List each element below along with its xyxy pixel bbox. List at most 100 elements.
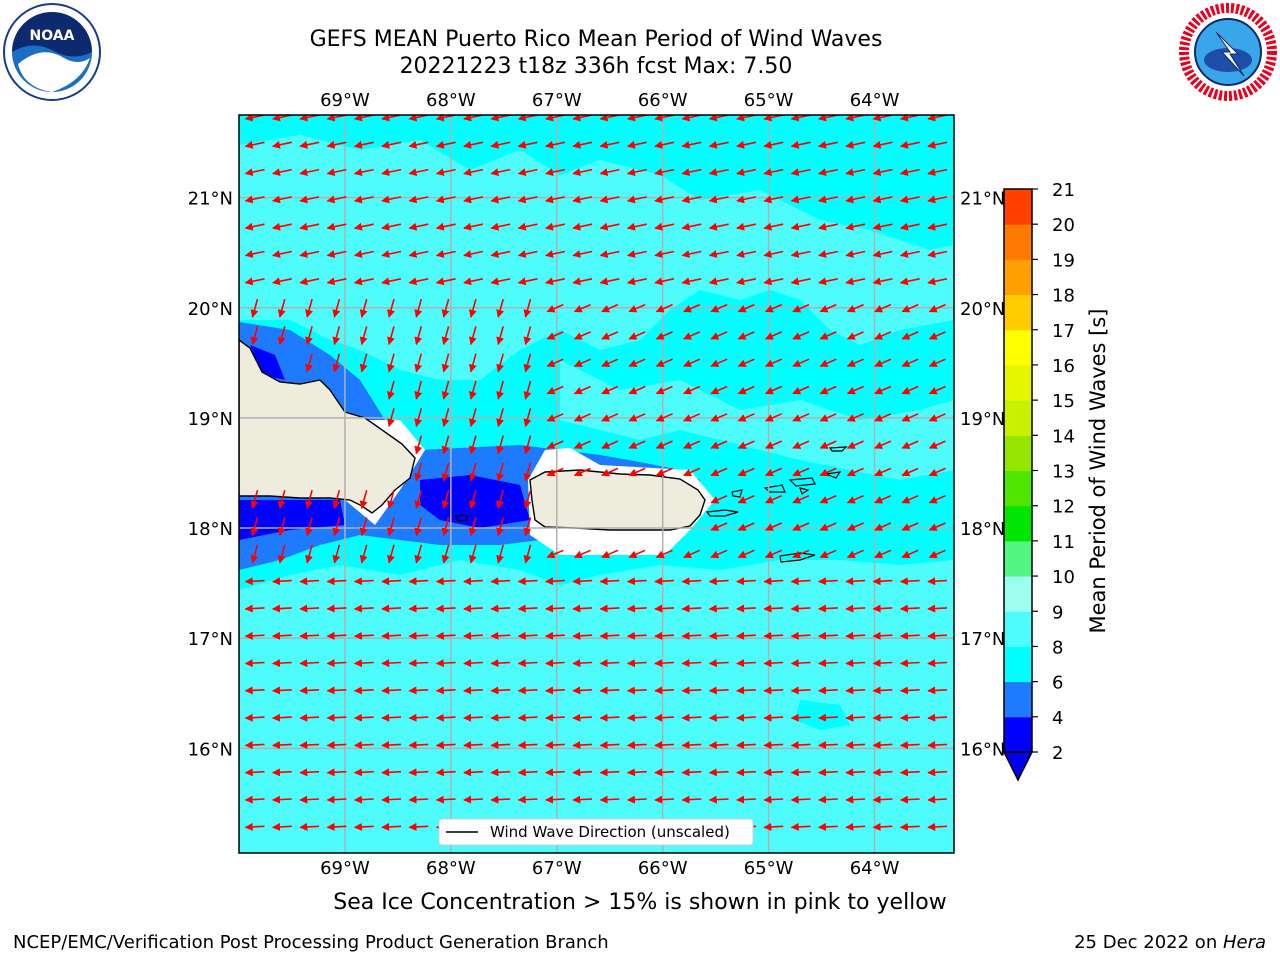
wind-wave-arrow [790,631,811,640]
wind-wave-arrow [441,489,450,509]
wind-wave-arrow [927,250,948,258]
map-plot-area [239,115,954,853]
wind-wave-arrow [299,168,320,177]
wind-wave-arrow [599,604,620,613]
wind-wave-arrow [763,741,784,750]
wind-wave-arrow [408,577,429,586]
wind-wave-arrow [683,385,701,395]
wind-wave-arrow [381,577,402,586]
wind-wave-arrow [792,331,810,340]
wind-wave-arrow [353,604,374,613]
wind-wave-arrow [326,250,347,258]
wind-wave-arrow [710,358,728,367]
sea-ice-note: Sea Ice Concentration > 15% is shown in … [333,890,947,915]
wind-wave-arrow [928,385,946,395]
wind-wave-arrow [299,195,320,204]
wind-wave-arrow [353,795,374,804]
wind-wave-arrow [490,795,511,804]
wind-wave-arrow [408,140,429,149]
wind-wave-arrow [901,303,919,313]
wind-wave-arrow [523,353,532,373]
wind-wave-arrow [381,250,402,258]
wind-wave-arrow [708,168,729,177]
wind-wave-arrow [599,168,620,177]
wind-wave-arrow [737,494,755,504]
wind-wave-arrow [244,604,265,613]
wind-wave-arrow [601,358,619,367]
wind-wave-arrow [708,686,729,695]
wind-wave-arrow [272,768,292,777]
wind-wave-arrow [763,822,784,831]
wind-wave-arrow [441,380,450,400]
wind-wave-arrow [381,277,402,286]
wind-wave-arrow [736,686,756,695]
wind-wave-arrow [654,195,675,204]
wind-wave-arrow [414,489,423,509]
wind-wave-arrow [928,494,946,504]
wind-wave-arrow [655,440,673,449]
wind-wave-arrow [818,713,838,722]
wind-wave-arrow [545,277,565,286]
wind-wave-arrow [277,298,286,318]
wind-wave-arrow [792,303,810,313]
wind-wave-arrow [846,303,864,313]
wind-wave-arrow [244,659,265,668]
lon-label-bottom: 64°W [850,858,900,879]
wind-wave-arrow [545,631,565,640]
wind-wave-arrow [332,353,341,373]
wind-wave-arrow [681,686,702,695]
wind-wave-arrow [737,385,755,395]
wind-wave-arrow [681,140,702,149]
wind-wave-arrow [928,522,946,531]
wind-wave-arrow [710,385,728,395]
wind-wave-arrow [387,517,395,537]
chart-subtitle: 20221223 t18z 336h fcst Max: 7.50 [399,54,793,79]
wind-wave-arrow [517,631,538,640]
wind-wave-arrow [927,140,948,149]
wind-wave-arrow [681,631,702,640]
wind-wave-arrow [572,222,593,231]
wind-wave-arrow [463,604,483,613]
wind-wave-arrow [435,604,456,613]
wind-wave-arrow [626,768,647,777]
wind-wave-arrow [408,222,429,231]
wind-wave-arrow [708,140,729,149]
wind-wave-arrow [490,713,511,722]
wind-wave-arrow [764,494,783,504]
wind-wave-arrow [681,250,702,258]
wind-wave-arrow [463,659,483,668]
wind-wave-arrow [572,604,593,613]
wind-wave-arrow [764,440,783,449]
wind-wave-arrow [250,544,259,564]
wind-wave-arrow [927,659,948,668]
wind-wave-arrow [763,686,784,695]
wind-wave-arrow [626,741,647,750]
wind-wave-arrow [846,494,864,504]
wind-wave-arrow [654,277,675,286]
wind-wave-arrow [681,577,702,586]
wind-wave-arrow [463,140,484,149]
wind-wave-arrow [441,326,450,346]
wind-wave-arrow [468,489,477,509]
wind-wave-arrow [353,222,374,231]
lat-label-right: 16°N [960,739,1005,760]
wind-wave-arrow [387,408,395,428]
wind-wave-arrow [353,168,374,177]
wind-wave-arrow [764,331,783,340]
wind-wave-arrow [272,631,292,640]
wind-wave-arrow [463,795,483,804]
wind-wave-arrow [626,250,647,258]
wind-wave-arrow [359,326,368,346]
wind-wave-arrow [845,604,866,613]
wind-wave-arrow [250,489,259,509]
wind-wave-arrow [332,489,341,509]
wind-wave-arrow [381,822,402,831]
wind-wave-arrow [792,413,810,422]
wind-wave-arrow [655,358,673,367]
wind-wave-arrow [435,659,456,668]
wind-wave-arrow [710,331,728,340]
wind-wave-arrow [708,250,729,258]
land-hispaniola [239,339,416,514]
wind-wave-arrow [710,413,728,422]
wind-wave-arrow [353,659,374,668]
